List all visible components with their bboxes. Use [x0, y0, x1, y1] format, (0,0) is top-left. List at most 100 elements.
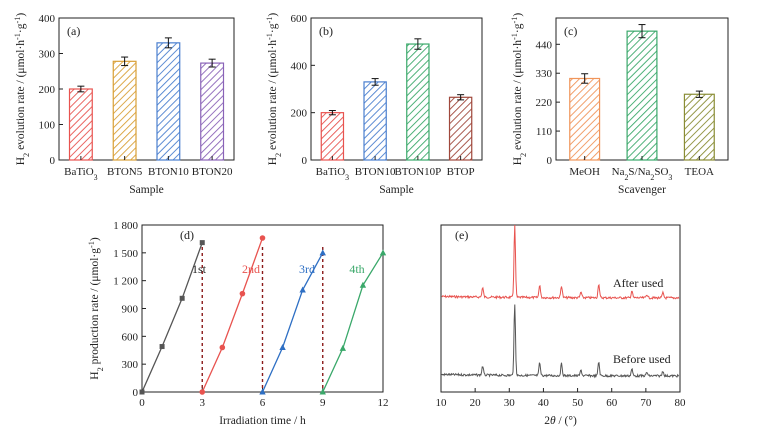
y-tick-label: 400: [291, 60, 308, 72]
x-tick-label: 10: [436, 397, 448, 409]
bar: [68, 88, 93, 161]
x-tick-label: 60: [606, 397, 618, 409]
x-tick-label: 50: [572, 397, 584, 409]
x-tick-label: BTON10: [355, 166, 396, 178]
bar: [569, 77, 601, 161]
x-axis-title: Irradiation time / h: [219, 415, 306, 427]
y-tick-label: 0: [547, 155, 553, 167]
series-label: 3rd: [299, 262, 315, 276]
bar: [683, 93, 715, 161]
bar-panel-0: 0 100 200 300 400 BaTiO3 BTON5 BTON10 BTON20 (a) S…: [13, 13, 235, 196]
x-tick-label: BTOP: [447, 166, 475, 178]
data-point: [219, 344, 226, 351]
panel-label: (a): [67, 24, 80, 38]
x-tick-label: 6: [260, 397, 266, 409]
bar: [200, 62, 225, 161]
series-label: 1st: [192, 262, 207, 276]
series-line: [141, 242, 203, 393]
x-tick-label: MeOH: [569, 166, 600, 178]
xrd-trace: [441, 224, 680, 301]
y-tick-label: 200: [39, 84, 56, 96]
data-point: [139, 389, 145, 395]
y-tick-label: 200: [291, 108, 308, 120]
x-tick-label: BTON5: [107, 166, 143, 178]
x-tick-label: 12: [378, 397, 389, 409]
bar: [448, 96, 473, 161]
x-tick-label: 20: [470, 397, 482, 409]
cycle-panel: 0 300 600 900 1 200 1 500 1 800 0 3 6 9 12 1st 2nd 3rd…: [87, 220, 389, 427]
y-tick-label: 300: [39, 49, 56, 61]
data-point: [199, 389, 206, 395]
x-tick-label: 70: [640, 397, 652, 409]
xrd-trace: [441, 304, 680, 379]
xrd-panel: 10 20 30 40 50 60 70 80 After used Before used (e)…: [436, 224, 686, 427]
data-point: [299, 286, 306, 293]
y-tick-label: 110: [536, 126, 553, 138]
series-line: [201, 237, 264, 393]
x-axis-title: Scavenger: [618, 184, 666, 196]
data-point: [359, 281, 367, 288]
panel-label: (b): [319, 24, 333, 38]
data-point: [319, 388, 326, 395]
data-point: [259, 235, 266, 241]
bar-panel-2: 0 110 220 330 440 MeOH Na2S/Na2SO3 TEOA (c) Scave…: [510, 13, 729, 196]
bar: [626, 30, 658, 161]
y-tick-label: 600: [122, 331, 139, 343]
y-axis-title: H2 production rate / (μmol·g-1): [87, 237, 105, 380]
y-axis-title: H2 evolution rate / (μmol·h-1·g-1): [13, 13, 31, 166]
y-axis-title: H2 evolution rate / (μmol·h-1·g-1): [510, 13, 528, 166]
x-tick-label: Na2S/Na2SO3: [612, 166, 673, 182]
bar: [320, 112, 345, 161]
x-axis-title: 2θ / (°): [544, 415, 577, 427]
data-point: [379, 249, 387, 256]
y-tick-label: 220: [536, 97, 553, 109]
data-point: [179, 295, 185, 301]
bar: [112, 60, 137, 161]
series-label: 2nd: [242, 262, 260, 276]
x-tick-label: 30: [504, 397, 516, 409]
y-tick-label: 900: [122, 304, 139, 316]
series-line: [322, 252, 384, 393]
x-tick-label: BTON10P: [394, 166, 441, 178]
y-tick-label: 100: [39, 120, 56, 132]
panel-label: (e): [455, 228, 468, 242]
x-tick-label: 3: [200, 397, 206, 409]
y-tick-label: 400: [39, 13, 56, 25]
y-tick-label: 330: [536, 68, 553, 80]
data-point: [339, 344, 347, 351]
y-axis-title: H2 evolution rate / (μmol·h-1·g-1): [265, 13, 283, 166]
x-axis-title: Sample: [129, 184, 164, 196]
panel-label: (c): [564, 24, 577, 38]
x-tick-label: 0: [139, 397, 145, 409]
y-tick-label: 1 500: [113, 248, 138, 260]
x-tick-label: BaTiO3: [316, 166, 350, 182]
panel-label: (d): [180, 228, 194, 242]
x-tick-label: BTON20: [192, 166, 233, 178]
data-point: [279, 343, 286, 350]
y-tick-label: 0: [133, 387, 139, 399]
y-tick-label: 0: [50, 155, 56, 167]
series-line: [261, 252, 324, 393]
series-label: 4th: [349, 262, 364, 276]
y-tick-label: 1 800: [113, 220, 138, 232]
bar: [406, 43, 430, 161]
data-point: [259, 388, 266, 395]
x-tick-label: 40: [538, 397, 550, 409]
x-tick-label: BaTiO3: [64, 166, 98, 182]
y-tick-label: 600: [291, 13, 308, 25]
axes-frame: [310, 17, 483, 161]
y-tick-label: 1 200: [113, 276, 138, 288]
axes-frame: [440, 224, 681, 393]
data-point: [319, 249, 326, 256]
series-label: Before used: [613, 352, 671, 366]
data-point: [239, 290, 246, 297]
data-point: [199, 240, 205, 246]
x-axis-title: Sample: [379, 184, 414, 196]
data-point: [159, 344, 165, 350]
bar: [363, 81, 387, 161]
y-tick-label: 0: [302, 155, 308, 167]
x-tick-label: 9: [320, 397, 326, 409]
x-tick-label: TEOA: [685, 166, 714, 178]
